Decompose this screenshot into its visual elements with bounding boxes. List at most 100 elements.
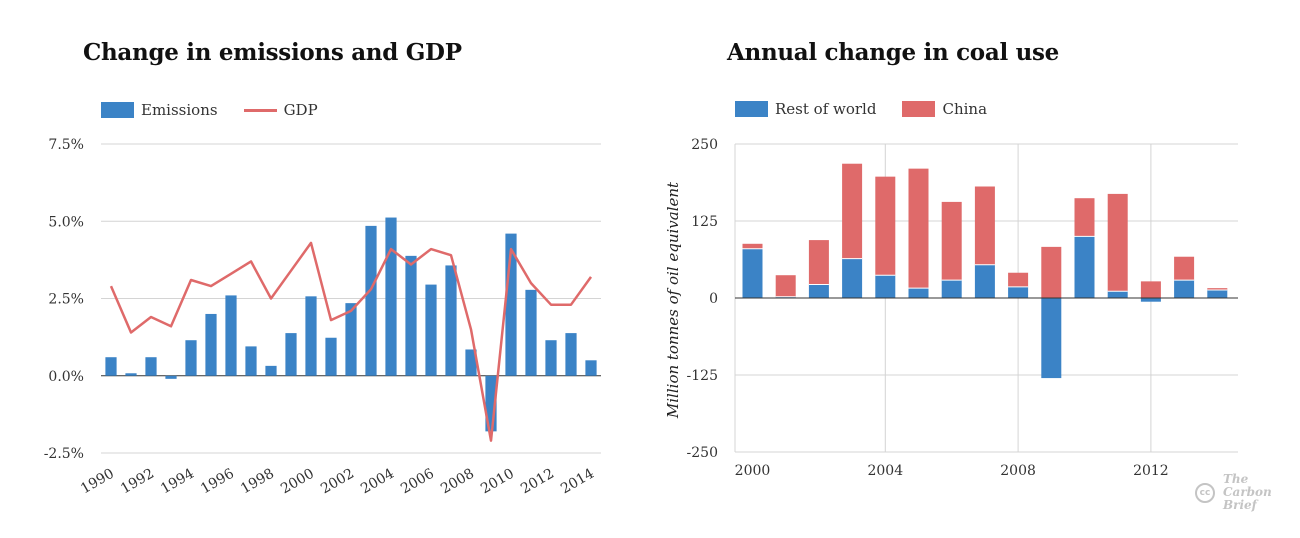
emissions-bar [425,284,437,376]
emissions-bar [385,217,397,376]
legend-swatch-rest-of-world [735,101,768,117]
right-x-tick-label: 2000 [735,463,771,479]
creative-commons-icon: cc [1195,482,1215,503]
emissions-bar [325,337,337,376]
china-bar [941,201,962,281]
left-x-tick-label: 1994 [158,466,197,498]
china-bar [742,243,763,249]
emissions-bar [365,225,377,376]
legend-label-gdp: GDP [283,101,318,119]
china-bar [974,186,995,265]
emissions-bar [405,255,417,376]
left-x-tick-label: 1992 [118,466,157,498]
left-x-tick-label: 2012 [518,466,557,498]
legend-label-emissions: Emissions [141,101,218,119]
left-y-tick-label: 2.5% [48,292,84,308]
right-y-tick-label: 0 [709,291,718,307]
rest-of-world-bar [808,284,829,298]
rest-of-world-bar [842,258,863,298]
emissions-bar [525,289,537,376]
carbon-brief-logo: cc The Carbon Brief [1195,473,1272,512]
emissions-bar [505,233,517,376]
left-x-tick-label: 2000 [278,466,317,498]
right-x-tick-label: 2012 [1133,463,1169,479]
legend-label-rest-of-world: Rest of world [775,100,877,118]
left-x-tick-label: 1990 [78,466,117,498]
rest-of-world-bar [908,288,929,298]
rest-of-world-bar [1041,298,1062,379]
left-x-tick-label: 2008 [438,466,477,498]
rest-of-world-bar [1107,291,1128,298]
emissions-bar [345,303,357,376]
emissions-bar [585,360,597,376]
china-bar [1041,246,1062,298]
emissions-bar [285,333,297,376]
right-y-tick-label: 125 [691,214,718,230]
china-bar [1074,198,1095,237]
emissions-bar [565,333,577,376]
left-chart-title: Change in emissions and GDP [83,39,462,66]
legend-item-gdp[interactable]: GDP [243,101,318,119]
china-bar [842,163,863,259]
left-y-tick-label: 0.0% [48,369,84,385]
left-y-tick-label: 7.5% [48,137,84,153]
emissions-bar [545,340,557,376]
emissions-bar [105,357,117,376]
rest-of-world-bar [875,275,896,298]
left-x-tick-label: 2002 [318,466,357,498]
right-chart-legend: Rest of world China [735,100,1013,118]
china-bar [908,168,929,289]
left-y-tick-label: 5.0% [48,214,84,230]
emissions-bar [165,375,177,379]
left-y-tick-label: -2.5% [44,446,84,462]
left-plot-area: 7.5% 5.0% 2.5% 0.0% -2.5% 1990 1992 1994 1996 199… [44,137,601,497]
right-x-tick-label: 2004 [867,463,903,479]
rest-of-world-bar [775,296,796,298]
emissions-bar [245,346,257,376]
emissions-bar [465,349,477,376]
china-bar [1107,193,1128,292]
legend-item-emissions[interactable]: Emissions [101,101,218,119]
emissions-bar [265,365,277,376]
right-y-tick-label: -125 [687,368,718,384]
rest-of-world-bar [742,248,763,298]
right-x-tick-label: 2008 [1000,463,1036,479]
rest-of-world-bar [1074,236,1095,298]
emissions-bar [145,357,157,376]
rest-of-world-bar [1174,280,1195,298]
legend-item-rest-of-world[interactable]: Rest of world [735,100,876,118]
rest-of-world-bar [1008,286,1029,298]
rest-of-world-bar [974,264,995,298]
china-bar [875,176,896,276]
emissions-bar [125,373,137,376]
emissions-bar [225,295,237,376]
china-bar [808,240,829,285]
left-x-tick-label: 2004 [358,466,397,498]
right-y-tick-label: 250 [691,137,718,153]
emissions-bar [485,375,497,432]
left-chart-legend: Emissions GDP [101,101,344,119]
gdp-line [109,241,593,442]
left-x-tick-label: 1996 [198,466,237,498]
emissions-bar [305,296,317,376]
left-x-tick-label: 2006 [398,466,437,498]
rest-of-world-bar [1207,289,1228,298]
china-bar [775,275,796,297]
right-plot-area: 250 125 0 -125 -250 2000 2004 2008 2012 Million t… [664,137,1238,479]
legend-item-china[interactable]: China [902,100,987,118]
right-chart-title: Annual change in coal use [727,39,1059,66]
left-x-tick-label: 2010 [478,466,517,498]
emissions-bar [185,340,197,376]
legend-swatch-emissions [101,102,134,118]
china-bar [1207,288,1228,290]
emissions-bar [445,265,457,376]
emissions-bar [205,313,217,376]
china-bar [1174,256,1195,281]
left-x-tick-label: 1998 [238,466,277,498]
legend-swatch-china [902,101,936,117]
legend-label-china: China [942,100,988,118]
left-x-tick-label: 2014 [558,466,597,498]
china-bar [1140,281,1161,298]
rest-of-world-bar [1140,298,1161,302]
